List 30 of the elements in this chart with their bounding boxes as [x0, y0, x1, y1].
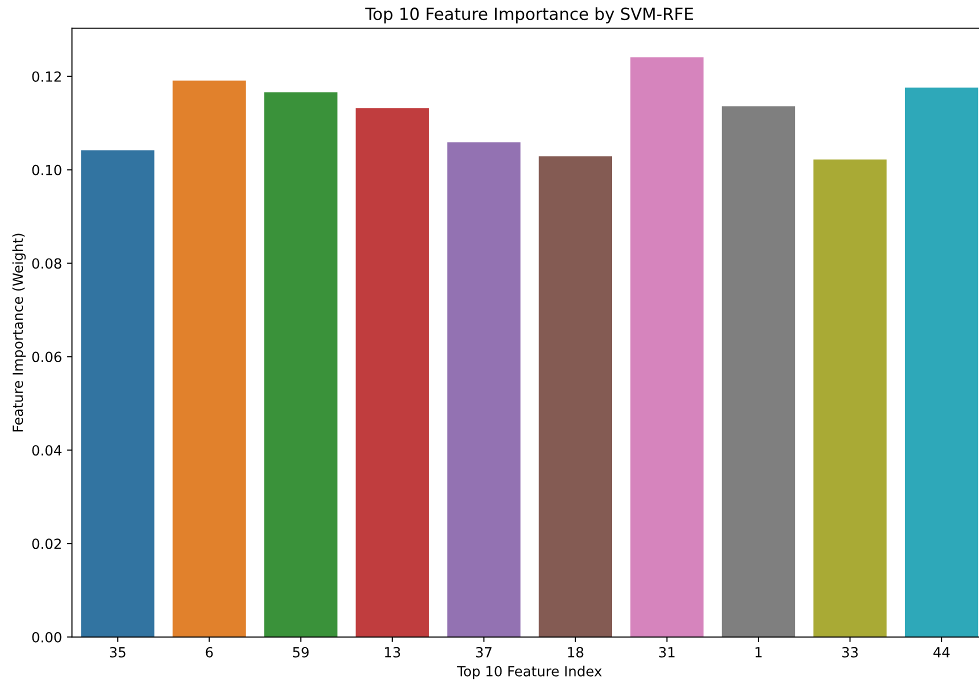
y-tick-label: 0.04 [32, 445, 62, 456]
y-tick-label: 0.02 [32, 538, 61, 550]
bar [904, 88, 978, 638]
y-tick-label: 0.00 [32, 632, 62, 642]
y-tick-label: 0.06 [32, 352, 62, 362]
x-tick-label: 44 [933, 647, 950, 658]
bar [81, 150, 154, 638]
bar [447, 142, 520, 638]
bar [813, 160, 887, 638]
bar [538, 156, 612, 638]
x-tick-label: 33 [842, 646, 858, 658]
x-tick-label: 37 [476, 646, 492, 658]
x-tick-label: 6 [206, 646, 213, 658]
y-axis-title: Feature Importance (Weight) [12, 234, 26, 432]
x-tick-label: 13 [385, 646, 400, 658]
y-tick-label: 0.08 [32, 258, 62, 269]
y-tick-label: 0.10 [32, 164, 62, 176]
x-axis-title: Top 10 Feature Index [457, 666, 602, 680]
bar [172, 80, 246, 638]
y-tick-label: 0.12 [32, 71, 61, 82]
x-tick-label: 1 [756, 647, 762, 658]
bar [722, 106, 796, 638]
x-tick-label: 18 [568, 646, 584, 658]
chart-title: Top 10 Feature Importance by SVM-RFE [365, 7, 693, 24]
bar [630, 57, 704, 638]
x-tick-label: 35 [110, 646, 126, 658]
bar [264, 92, 338, 638]
x-tick-label: 31 [659, 646, 674, 658]
bar [356, 108, 429, 638]
x-tick-label: 59 [293, 646, 309, 658]
